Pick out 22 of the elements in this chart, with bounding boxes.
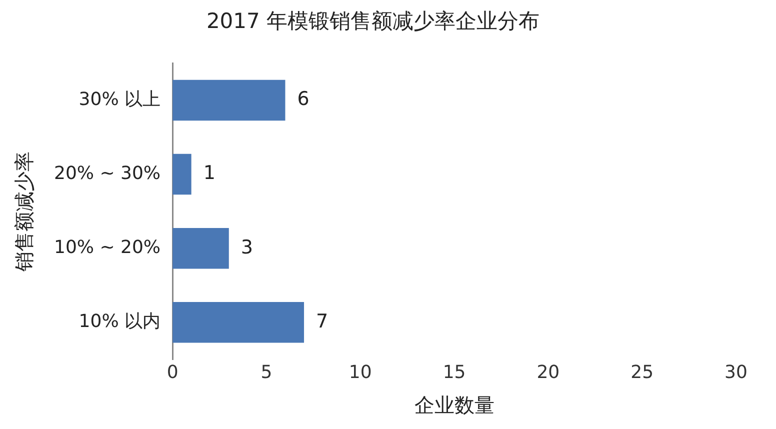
x-tick-label: 15 <box>442 362 466 383</box>
x-tick-label: 0 <box>166 362 178 383</box>
bar <box>172 228 229 269</box>
data-label: 3 <box>240 236 253 258</box>
x-tick-label: 20 <box>536 362 560 383</box>
data-label: 7 <box>316 310 328 332</box>
x-tick-label: 10 <box>348 362 372 383</box>
bar <box>172 154 192 195</box>
y-tick-label: 30% 以上 <box>78 88 161 110</box>
x-tick-label: 25 <box>630 362 654 383</box>
x-axis-title: 企业数量 <box>414 393 494 418</box>
bar <box>172 302 304 343</box>
data-label: 1 <box>203 162 216 184</box>
y-tick-label: 10% 以内 <box>78 311 161 332</box>
x-tick-label: 30 <box>724 362 748 383</box>
bar <box>172 80 286 121</box>
y-axis-title: 销售额减少率 <box>12 151 36 272</box>
chart-title: 2017 年模锻销售额减少率企业分布 <box>206 9 540 34</box>
x-tick-label: 5 <box>260 362 272 383</box>
y-tick-label: 20% ~ 30% <box>54 162 161 184</box>
data-label: 6 <box>297 88 310 110</box>
y-tick-label: 10% ~ 20% <box>54 236 161 258</box>
